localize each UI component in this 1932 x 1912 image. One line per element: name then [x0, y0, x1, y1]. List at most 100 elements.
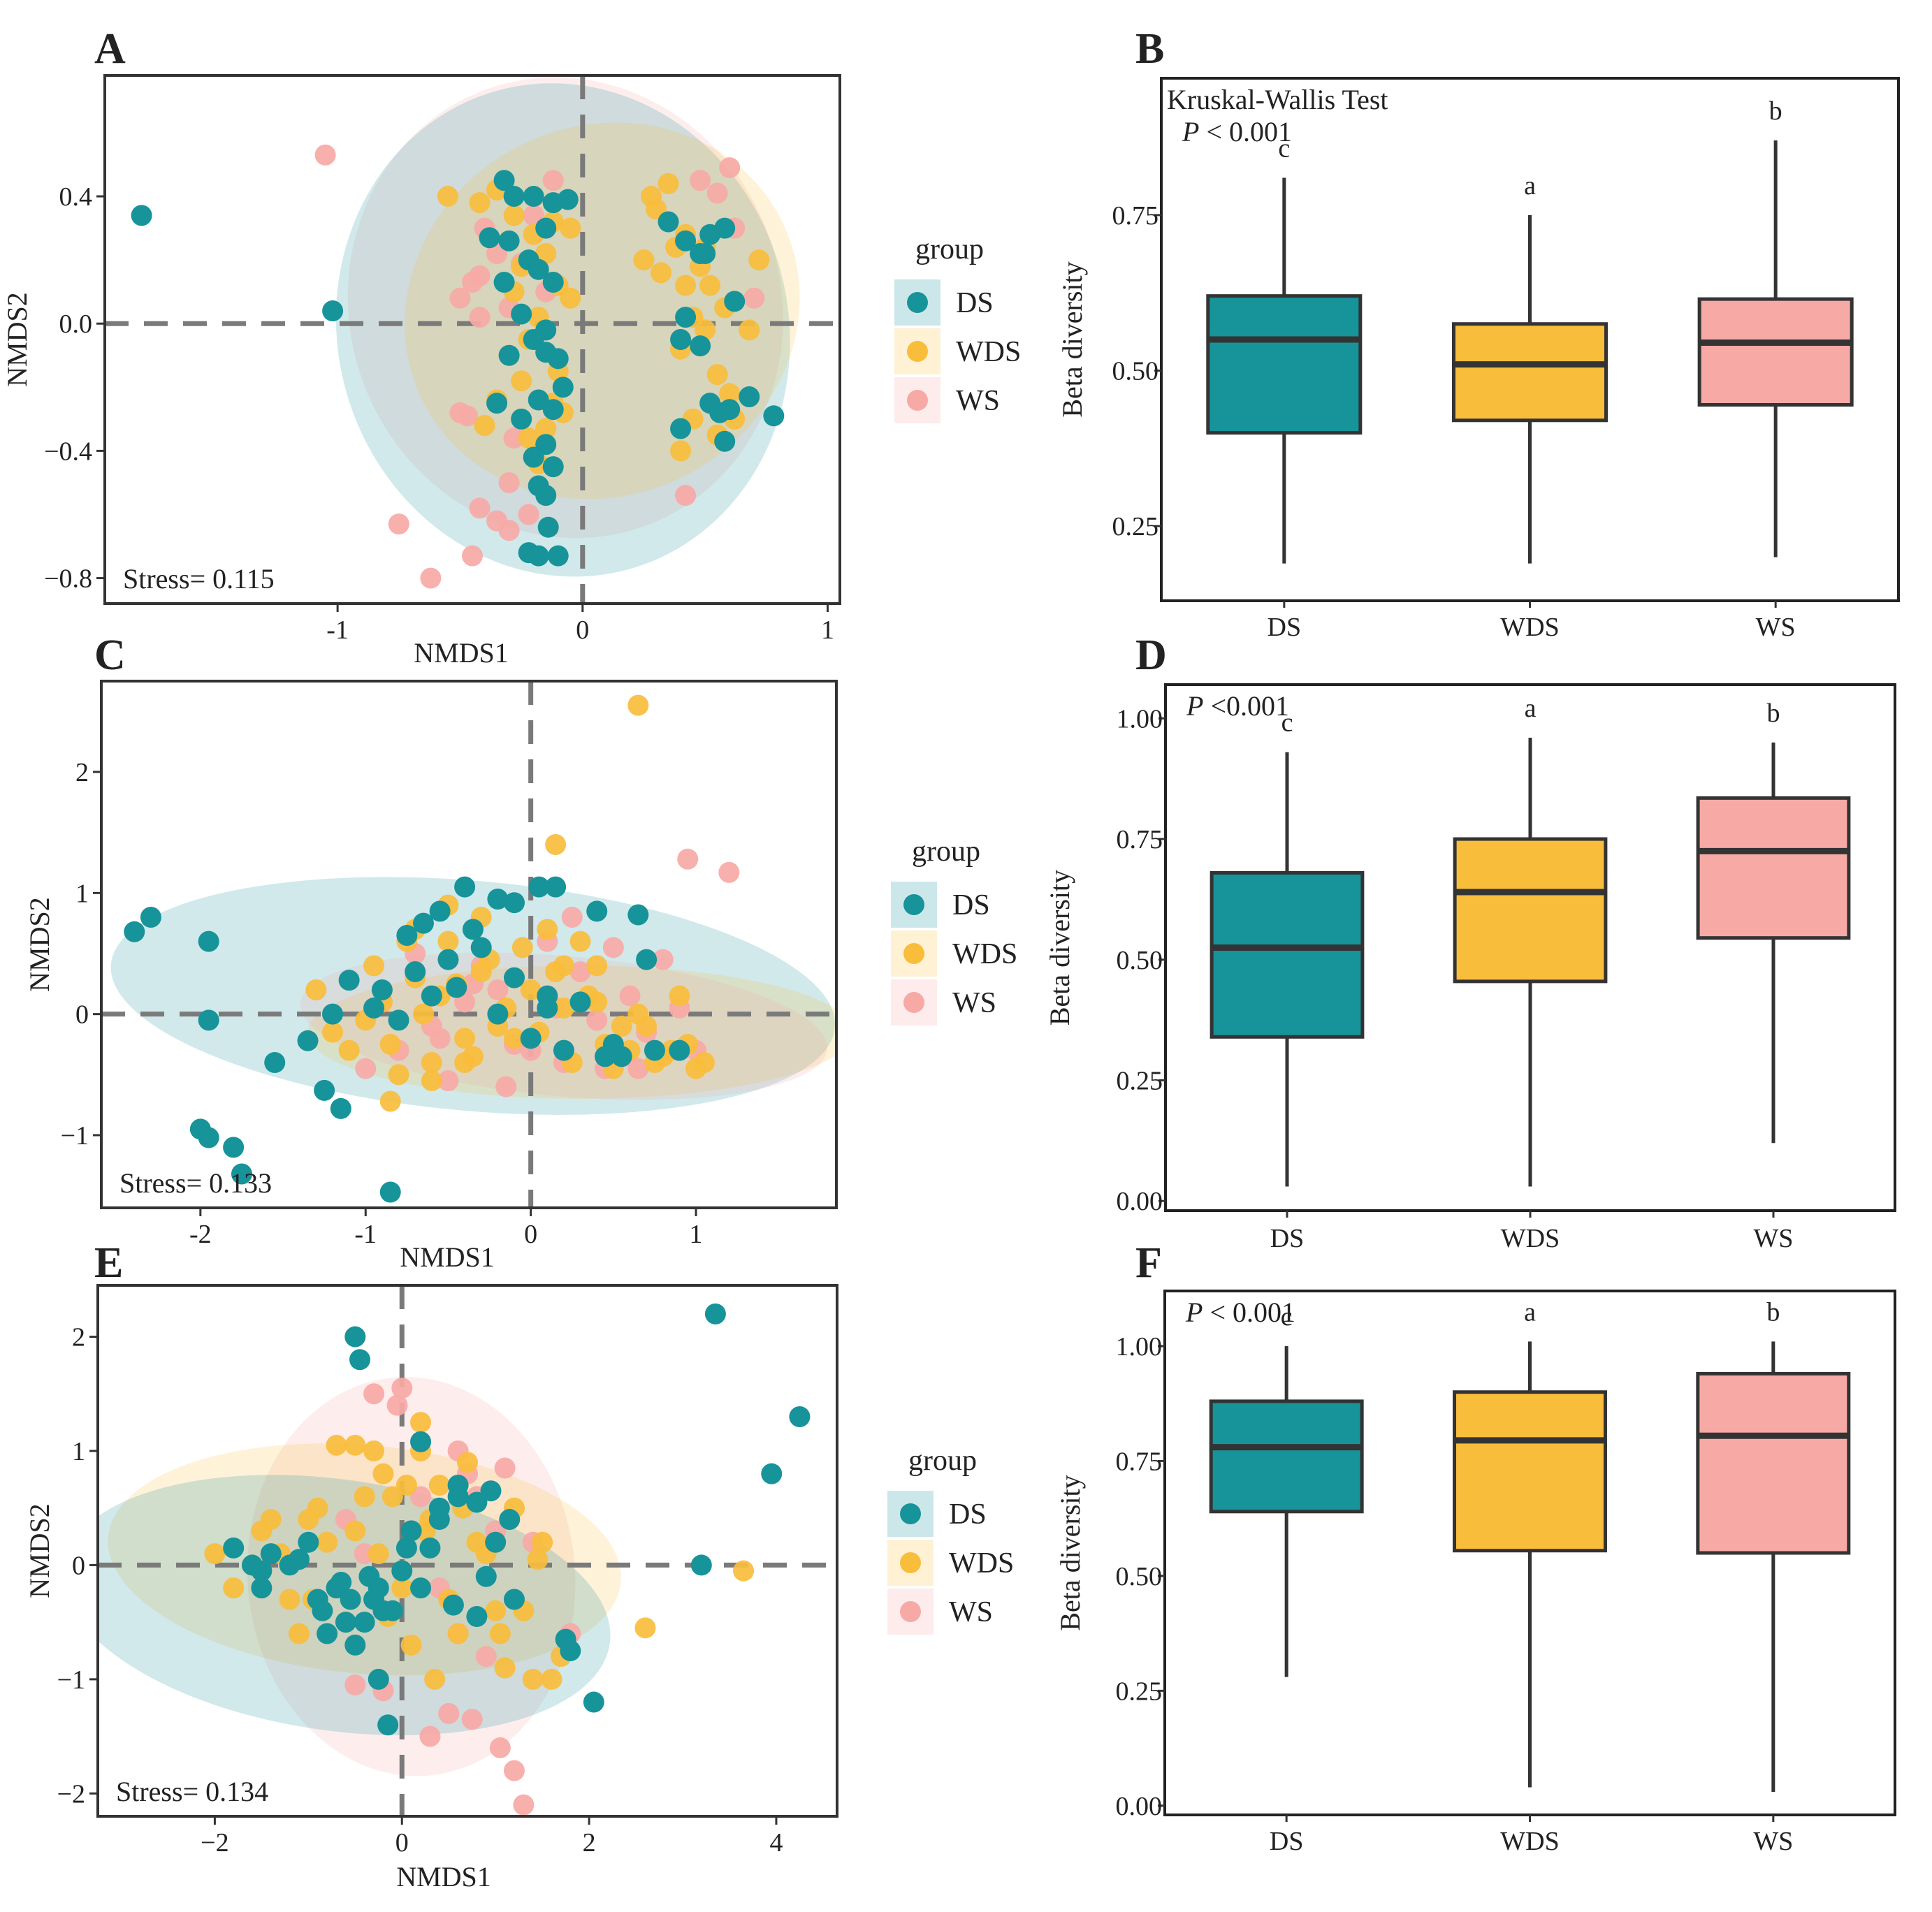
point-ds	[670, 329, 692, 350]
point-wds	[520, 979, 542, 1000]
x-tick-label: -2	[189, 1220, 212, 1249]
box-ws: b	[1696, 699, 1851, 1144]
p-value-text: P <0.001	[1186, 690, 1289, 722]
point-ws	[495, 1076, 517, 1097]
point-ds	[553, 1039, 574, 1061]
point-ds	[528, 389, 549, 411]
point-ws	[420, 567, 442, 589]
point-ws	[489, 1737, 511, 1758]
point-ds	[298, 1531, 319, 1553]
point-ds	[419, 1537, 441, 1559]
p-value: < 0.001	[1206, 116, 1292, 147]
plot-area	[98, 1285, 837, 1816]
box-body	[1451, 322, 1608, 423]
point-ds	[410, 1431, 432, 1452]
point-ws	[498, 472, 520, 493]
point-wds	[428, 1475, 450, 1496]
box-wds: a	[1453, 694, 1608, 1187]
box-ws: b	[1697, 96, 1854, 557]
legend: group DS WDS WS	[891, 835, 1017, 1026]
point-ds	[493, 272, 515, 293]
point-wds	[545, 961, 567, 982]
legend-label-ws: WS	[949, 1596, 993, 1628]
legend-label-wds: WDS	[949, 1547, 1014, 1579]
point-ds	[763, 405, 785, 427]
point-ds	[421, 985, 442, 1007]
point-wds	[391, 1577, 413, 1599]
legend-label-wds: WDS	[956, 336, 1021, 368]
point-ds	[528, 545, 549, 567]
point-wds	[474, 414, 495, 436]
box-body	[1697, 297, 1854, 407]
point-ds	[583, 1691, 604, 1713]
legend-label-ds: DS	[956, 287, 994, 319]
legend-dot-wds	[907, 341, 928, 362]
point-wds	[470, 961, 492, 982]
point-wds	[748, 249, 770, 271]
y-tick-label: 0.00	[1117, 1187, 1163, 1216]
point-ds	[198, 931, 219, 952]
point-ds	[466, 1491, 488, 1513]
point-wds	[719, 383, 741, 404]
point-ds	[264, 1052, 286, 1073]
y-tick-label: 0	[72, 1551, 85, 1580]
point-ds	[131, 205, 152, 226]
point-wds	[693, 1052, 715, 1073]
point-wds	[338, 1039, 360, 1061]
p-value-text: P < 0.001	[1182, 116, 1292, 147]
point-ds	[547, 545, 569, 567]
point-ds	[140, 907, 161, 928]
y-axis-label: Beta diversity	[1054, 1475, 1086, 1630]
plot-frame	[100, 680, 838, 1209]
box-body	[1696, 796, 1851, 940]
significance-letter: b	[1769, 96, 1782, 126]
series-ds	[124, 876, 690, 1203]
point-ds	[344, 1634, 366, 1656]
point-wds	[503, 205, 525, 226]
point-ds	[377, 1714, 399, 1736]
point-ws	[487, 979, 509, 1000]
point-ws	[690, 170, 711, 191]
point-ds	[511, 303, 532, 325]
point-wds	[354, 1486, 375, 1508]
point-ws	[619, 985, 641, 1007]
point-wds	[494, 1657, 516, 1679]
point-wds	[382, 1486, 403, 1508]
panel-f: F 0.00 0.25 0.50 0.75 1.00 c DS a WDS b WS Beta dive…	[1054, 1239, 1896, 1856]
p-value: < 0.001	[1210, 1297, 1295, 1328]
point-wds	[532, 1531, 553, 1553]
point-wds	[560, 287, 581, 309]
y-axis-label: Beta diversity	[1056, 261, 1088, 417]
plot-area	[105, 75, 840, 604]
point-ds	[499, 1509, 521, 1531]
point-ds	[555, 1628, 576, 1650]
legend-dot-ws	[900, 1601, 921, 1622]
point-ws	[542, 170, 564, 191]
p-label: P	[1186, 690, 1203, 722]
y-tick-label: 0.50	[1117, 946, 1163, 975]
point-ds	[447, 1486, 469, 1508]
point-ds	[124, 921, 145, 942]
point-wds	[511, 370, 532, 392]
p-value: <0.001	[1210, 690, 1289, 722]
y-tick-label: −1	[57, 1665, 85, 1695]
point-wds	[344, 1434, 366, 1456]
point-ws	[363, 1383, 385, 1405]
point-ws	[602, 937, 624, 958]
point-wds	[675, 275, 697, 296]
point-ds	[317, 1623, 338, 1644]
x-tick-label: 0	[524, 1220, 537, 1249]
point-wds	[522, 1668, 544, 1690]
test-title: Kruskal-Wallis Test	[1167, 84, 1388, 115]
box-body	[1453, 837, 1608, 984]
p-label: P	[1182, 116, 1199, 147]
point-ds	[466, 1605, 488, 1627]
point-ds	[428, 1509, 450, 1531]
point-wds	[669, 985, 690, 1007]
x-tick-label: 0	[576, 615, 589, 645]
panel-c: C -2 -1 0 1 2 1 0 −1 NMDS1 NMDS2 Stress= 0.133 group…	[24, 632, 1017, 1273]
x-tick-label: -1	[354, 1220, 377, 1249]
point-ds	[454, 876, 476, 898]
y-tick-label: 0.25	[1112, 512, 1159, 541]
point-wds	[279, 1589, 300, 1610]
